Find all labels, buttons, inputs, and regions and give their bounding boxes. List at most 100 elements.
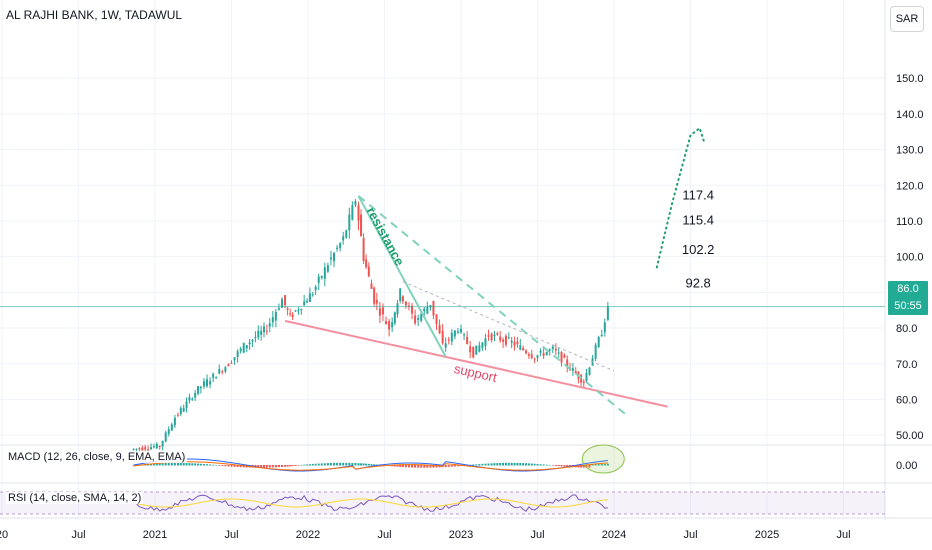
macd-histogram-bar bbox=[179, 462, 182, 466]
candle-body bbox=[199, 386, 202, 389]
candle-body bbox=[230, 362, 233, 364]
macd-histogram-bar bbox=[221, 465, 224, 466]
rsi-label[interactable]: RSI (14, close, SMA, 14, 2) bbox=[6, 492, 144, 504]
macd-histogram-bar bbox=[551, 465, 554, 466]
price-axis[interactable]: 150.0140.0130.0120.0110.0100.090.080.070… bbox=[896, 73, 924, 442]
chart-title: AL RAJHI BANK, 1W, TADAWUL bbox=[6, 8, 183, 22]
candle-body bbox=[326, 265, 329, 272]
time-axis[interactable]: 20 Jul 2021 Jul 2022 Jul 2023 Jul 2024 Jul 2025 Jul bbox=[0, 529, 851, 541]
candle-body bbox=[423, 308, 426, 312]
candle-body bbox=[265, 330, 268, 332]
currency-button[interactable]: SAR bbox=[890, 6, 924, 32]
candle-body bbox=[388, 321, 391, 330]
macd-histogram-bar bbox=[239, 465, 242, 468]
candle-body bbox=[533, 358, 536, 360]
macd-histogram-bar bbox=[336, 462, 339, 466]
candle-body bbox=[360, 214, 363, 237]
macd-histogram-bar bbox=[209, 464, 212, 466]
candle-body bbox=[484, 338, 487, 347]
time-tick-label: 2022 bbox=[296, 529, 320, 541]
price-tick-label: 50.00 bbox=[896, 430, 924, 442]
candle-body bbox=[385, 321, 388, 325]
macd-histogram-bar bbox=[197, 463, 200, 466]
candle-body bbox=[432, 300, 435, 316]
time-tick-label: 2021 bbox=[143, 529, 167, 541]
candle-body bbox=[478, 345, 481, 352]
candle-body bbox=[557, 352, 560, 354]
candle-body bbox=[444, 343, 447, 348]
price-tick-label: 80.0 bbox=[896, 323, 917, 335]
macd-histogram-bar bbox=[158, 463, 161, 466]
candle-body bbox=[179, 408, 182, 415]
macd-histogram-bar bbox=[224, 465, 227, 467]
candle-body bbox=[303, 301, 306, 306]
macd-histogram-bar bbox=[260, 465, 263, 468]
macd-histogram-bar bbox=[188, 463, 191, 466]
macd-label[interactable]: MACD (12, 26, close, 9, EMA, EMA) bbox=[6, 451, 188, 463]
candle-body bbox=[438, 325, 441, 334]
candle-body bbox=[173, 417, 176, 426]
macd-histogram-bar bbox=[580, 465, 583, 468]
candle-body bbox=[585, 373, 588, 382]
candle-body bbox=[320, 276, 323, 279]
macd-histogram-bar bbox=[606, 463, 609, 466]
candle-body bbox=[571, 368, 574, 371]
candle-body bbox=[170, 424, 173, 431]
macd-histogram-bar bbox=[236, 465, 239, 467]
candle-body bbox=[510, 340, 513, 343]
macd-histogram-bar bbox=[271, 465, 274, 468]
time-tick-label: Jul bbox=[71, 529, 85, 541]
macd-histogram-bar bbox=[339, 462, 342, 466]
candles bbox=[132, 199, 609, 454]
resistance-line bbox=[357, 195, 630, 419]
candle-body bbox=[284, 295, 287, 306]
candle-body bbox=[370, 283, 373, 289]
macd-histogram-bar bbox=[407, 465, 410, 468]
candle-body bbox=[378, 308, 381, 316]
candle-body bbox=[463, 334, 466, 336]
candle-body bbox=[407, 305, 410, 307]
candle-body bbox=[274, 312, 277, 321]
macd-histogram-bar bbox=[487, 463, 490, 466]
rsi-band bbox=[0, 492, 885, 514]
macd-histogram-bar bbox=[182, 462, 185, 466]
macd-histogram-bar bbox=[603, 463, 606, 466]
candle-body bbox=[351, 205, 354, 220]
candle-body bbox=[257, 330, 260, 338]
candle-body bbox=[441, 330, 444, 344]
candle-body bbox=[144, 447, 147, 450]
macd-histogram-bar bbox=[588, 465, 591, 468]
macd-histogram-bar bbox=[191, 463, 194, 466]
candle-body bbox=[365, 259, 368, 268]
candle-body bbox=[519, 345, 522, 350]
candle-body bbox=[499, 336, 502, 341]
macd-histogram-bar bbox=[277, 465, 280, 468]
macd-histogram-bar bbox=[499, 462, 502, 466]
macd-histogram-bar bbox=[444, 465, 447, 468]
candle-body bbox=[202, 381, 205, 387]
candle-body bbox=[135, 448, 138, 450]
candle-body bbox=[152, 446, 155, 448]
macd-histogram-bar bbox=[135, 464, 138, 466]
time-tick-label: Jul bbox=[224, 529, 238, 541]
time-tick-label: 2025 bbox=[755, 529, 779, 541]
candle-body bbox=[277, 308, 280, 310]
macd-histogram-bar bbox=[533, 463, 536, 466]
candle-body bbox=[191, 398, 194, 400]
macd-histogram-bar bbox=[429, 465, 432, 468]
target-level-label: 102.2 bbox=[682, 242, 715, 257]
candle-body bbox=[563, 354, 566, 358]
target-level-label: 92.8 bbox=[685, 275, 710, 290]
candle-body bbox=[551, 346, 554, 350]
candle-body bbox=[603, 322, 606, 333]
candle-body bbox=[329, 257, 332, 260]
candle-body bbox=[215, 376, 218, 379]
candle-body bbox=[300, 309, 303, 311]
candle-body bbox=[242, 343, 245, 353]
candle-body bbox=[227, 364, 230, 367]
macd-histogram-bar bbox=[354, 463, 357, 466]
candle-body bbox=[588, 367, 591, 375]
macd-pane: 0.00 bbox=[132, 444, 917, 474]
resistance-steep-line bbox=[357, 195, 447, 358]
